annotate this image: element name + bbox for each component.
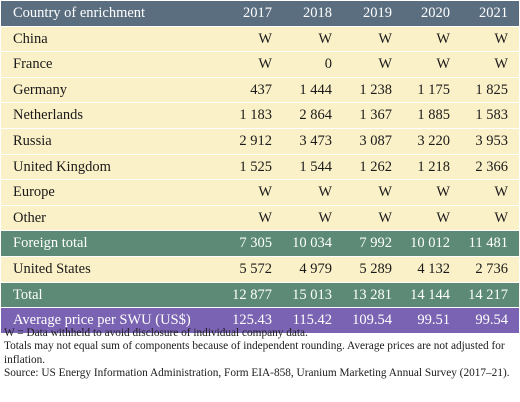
table-cell: W — [281, 25, 341, 52]
table-body: China W W W W W France W 0 W W W Germany 437 1 444 1 23… — [1, 25, 519, 333]
row-label: Germany — [1, 76, 221, 103]
table-cell: 3 220 — [401, 127, 459, 154]
row-label: Russia — [1, 127, 221, 154]
table-cell: 2 736 — [459, 255, 519, 282]
note-source: Source: US Energy Information Administra… — [4, 366, 510, 379]
table-cell: 7 305 — [221, 230, 281, 256]
note-withheld: W = Data withheld to avoid disclosure of… — [4, 327, 308, 339]
table-cell: 14 217 — [459, 281, 519, 308]
row-label: United States — [1, 255, 221, 282]
table-cell: 1 885 — [401, 102, 459, 128]
table-cell: 437 — [221, 76, 281, 103]
table-row: Foreign total 7 305 10 034 7 992 10 012 11 48… — [1, 230, 519, 256]
table-cell: 1 262 — [341, 153, 401, 180]
table-cell: 2 366 — [459, 153, 519, 180]
row-label: Netherlands — [1, 102, 221, 128]
table-cell: 125.43 — [221, 307, 281, 333]
table-cell: 0 — [281, 51, 341, 77]
table-cell: 4 979 — [281, 255, 341, 282]
table-cell: W — [341, 51, 401, 77]
table-cell: W — [221, 51, 281, 77]
table-cell: 109.54 — [341, 307, 401, 333]
row-label: Other — [1, 204, 221, 231]
table-cell: 14 144 — [401, 281, 459, 308]
note-rounding: Totals may not equal sum of components b… — [4, 340, 505, 366]
column-header: Country of enrichment — [1, 1, 221, 26]
table-cell: 12 877 — [221, 281, 281, 308]
table-cell: W — [341, 204, 401, 231]
table-cell: 5 289 — [341, 255, 401, 282]
column-header: 2017 — [221, 1, 281, 26]
table-cell: 2 912 — [221, 127, 281, 154]
table-cell: 1 367 — [341, 102, 401, 128]
table-cell: W — [221, 25, 281, 52]
table-row: France W 0 W W W — [1, 51, 519, 77]
table-row: Germany 437 1 444 1 238 1 175 1 825 — [1, 76, 519, 103]
table-cell: 10 034 — [281, 230, 341, 256]
table-row: Total 12 877 15 013 13 281 14 144 14 217 — [1, 281, 519, 308]
table-cell: W — [459, 204, 519, 231]
table-row: Average price per SWU (US$) 125.43 115.42 1… — [1, 307, 519, 333]
table-row: United Kingdom 1 525 1 544 1 262 1 218 2 366 — [1, 153, 519, 180]
table-cell: W — [221, 179, 281, 205]
table-cell: W — [459, 51, 519, 77]
table-cell: 1 175 — [401, 76, 459, 103]
column-header: 2021 — [459, 1, 519, 26]
table-cell: 99.51 — [401, 307, 459, 333]
table-cell: 3 087 — [341, 127, 401, 154]
table-row: China W W W W W — [1, 25, 519, 52]
table-cell: 15 013 — [281, 281, 341, 308]
column-header: 2018 — [281, 1, 341, 26]
table-row: Russia 2 912 3 473 3 087 3 220 3 953 — [1, 127, 519, 154]
table-cell: 4 132 — [401, 255, 459, 282]
row-label: China — [1, 25, 221, 52]
table-cell: 1 825 — [459, 76, 519, 103]
table-cell: W — [459, 25, 519, 52]
table-cell: 11 481 — [459, 230, 519, 256]
table-cell: 5 572 — [221, 255, 281, 282]
table-cell: W — [281, 179, 341, 205]
table-cell: 1 183 — [221, 102, 281, 128]
table-cell: W — [341, 179, 401, 205]
table-cell: W — [341, 25, 401, 52]
table-cell: 115.42 — [281, 307, 341, 333]
table-cell: W — [459, 179, 519, 205]
table-row: Other W W W W W — [1, 204, 519, 231]
table-cell: 1 218 — [401, 153, 459, 180]
row-label: United Kingdom — [1, 153, 221, 180]
table-row: Netherlands 1 183 2 864 1 367 1 885 1 583 — [1, 102, 519, 128]
row-label: Europe — [1, 179, 221, 205]
table-header-row: Country of enrichment 2017 2018 2019 202… — [1, 1, 519, 26]
column-header: 2019 — [341, 1, 401, 26]
table-cell: 2 864 — [281, 102, 341, 128]
table-cell: W — [401, 51, 459, 77]
row-label: France — [1, 51, 221, 77]
table-cell: W — [401, 204, 459, 231]
table-row: Europe W W W W W — [1, 179, 519, 205]
column-header: 2020 — [401, 1, 459, 26]
table-cell: 7 992 — [341, 230, 401, 256]
table-notes: W = Data withheld to avoid disclosure of… — [4, 327, 516, 380]
table-cell: 1 525 — [221, 153, 281, 180]
table-cell: 13 281 — [341, 281, 401, 308]
table-cell: 1 238 — [341, 76, 401, 103]
table-cell: 99.54 — [459, 307, 519, 333]
table-cell: W — [221, 204, 281, 231]
table-cell: 3 473 — [281, 127, 341, 154]
enrichment-table: Country of enrichment 2017 2018 2019 202… — [1, 1, 519, 333]
row-label: Average price per SWU (US$) — [1, 307, 221, 333]
table-cell: 1 444 — [281, 76, 341, 103]
table-cell: W — [401, 25, 459, 52]
row-label: Foreign total — [1, 230, 221, 256]
row-label: Total — [1, 281, 221, 308]
table-cell: 3 953 — [459, 127, 519, 154]
table-cell: W — [281, 204, 341, 231]
table-cell: 1 544 — [281, 153, 341, 180]
table-cell: W — [401, 179, 459, 205]
table-row: United States 5 572 4 979 5 289 4 132 2 736 — [1, 255, 519, 282]
table-cell: 10 012 — [401, 230, 459, 256]
table-cell: 1 583 — [459, 102, 519, 128]
